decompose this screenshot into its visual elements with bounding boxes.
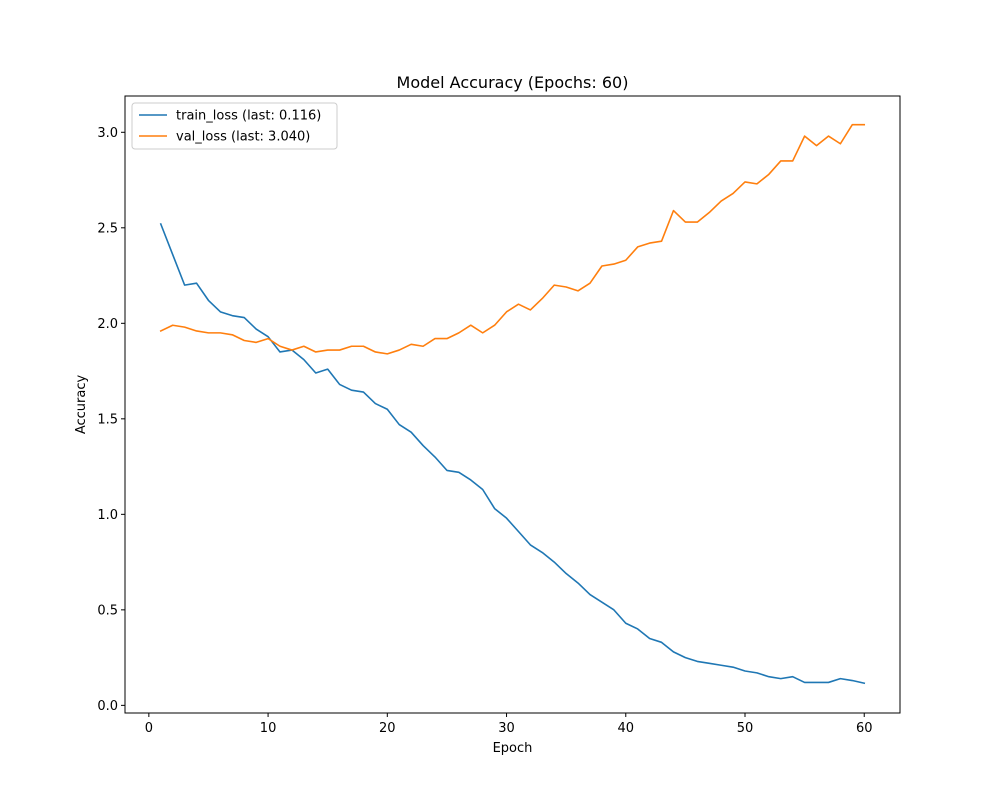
x-tick-label: 40 xyxy=(617,721,634,736)
x-tick-label: 30 xyxy=(498,721,515,736)
legend-label-val-loss: val_loss (last: 3.040) xyxy=(176,130,310,145)
plot-frame xyxy=(124,95,901,714)
y-tick-label: 2.5 xyxy=(97,221,118,236)
x-tick-label: 0 xyxy=(145,721,153,736)
x-axis-label: Epoch xyxy=(493,741,533,756)
legend-label-train-loss: train_loss (last: 0.116) xyxy=(176,109,321,124)
x-tick-label: 10 xyxy=(260,721,277,736)
legend: train_loss (last: 0.116) val_loss (last:… xyxy=(131,102,338,150)
y-tick-label: 3.0 xyxy=(97,126,118,141)
y-tick-label: 0.5 xyxy=(97,603,118,618)
series-line-val-loss xyxy=(159,123,866,355)
y-tick-label: 0.0 xyxy=(97,699,118,714)
y-tick-label: 2.0 xyxy=(97,317,118,332)
y-tick-label: 1.0 xyxy=(97,508,118,523)
y-axis-label: Accuracy xyxy=(74,375,89,435)
series-line-train-loss xyxy=(159,222,866,685)
legend-box xyxy=(131,102,338,150)
y-axis: 0.0 0.5 1.0 1.5 2.0 2.5 3.0 xyxy=(97,126,125,714)
x-tick-label: 20 xyxy=(379,721,396,736)
x-tick-label: 50 xyxy=(737,721,754,736)
x-axis: 0 10 20 30 40 50 60 xyxy=(145,713,873,736)
plot-area xyxy=(159,123,866,685)
chart-title: Model Accuracy (Epochs: 60) xyxy=(397,73,629,92)
y-tick-label: 1.5 xyxy=(97,412,118,427)
x-tick-label: 60 xyxy=(856,721,873,736)
